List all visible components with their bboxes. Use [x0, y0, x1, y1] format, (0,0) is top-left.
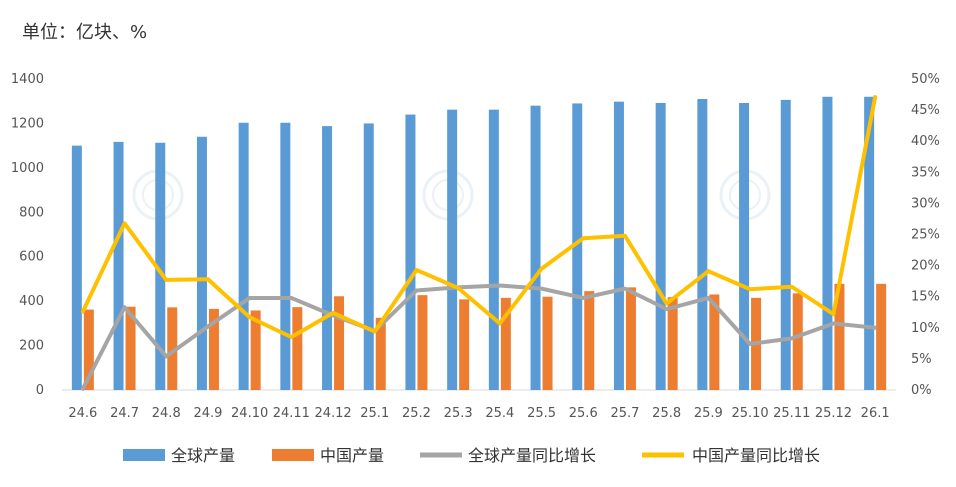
x-tick-label: 24.10 [231, 406, 268, 421]
legend-swatch [123, 449, 165, 461]
bar-global-production [697, 98, 708, 390]
bar-china-production [876, 283, 887, 390]
legend-item: 全球产量 [123, 446, 235, 465]
bar-global-production [572, 103, 583, 390]
bar-china-production [292, 307, 303, 390]
legend-item: 中国产量同比增长 [642, 446, 820, 465]
x-tick-label: 25.8 [652, 406, 681, 421]
x-tick-label: 25.7 [610, 406, 639, 421]
x-tick-label: 25.4 [485, 406, 514, 421]
bar-global-production [530, 105, 541, 391]
right-tick-label: 45% [911, 103, 940, 118]
line-global-yoy [80, 283, 878, 391]
bar-china-production [375, 317, 386, 390]
bar-global-production [280, 122, 291, 390]
legend-swatch [272, 449, 314, 461]
left-tick-label: 0 [36, 383, 44, 398]
x-tick-label: 25.5 [527, 406, 556, 421]
legend-label: 全球产量同比增长 [468, 446, 596, 465]
bar-china-production [584, 291, 595, 390]
x-axis: 24.6 24.7 24.8 24.9 24.10 24.11 24.12 25.1 25.2 2… [68, 406, 889, 421]
bar-global-production [780, 99, 791, 390]
unit-label: 单位：亿块、% [22, 22, 147, 43]
right-tick-label: 40% [911, 134, 940, 149]
left-tick-label: 1000 [11, 161, 44, 176]
bar-china-production [125, 306, 136, 390]
left-tick-label: 1200 [11, 116, 44, 131]
bar-china-production [208, 308, 219, 390]
left-tick-label: 400 [19, 294, 44, 309]
bar-global-production [322, 126, 333, 390]
line-china-yoy [80, 95, 878, 340]
legend-item: 中国产量 [272, 446, 384, 465]
right-tick-label: 35% [911, 165, 940, 180]
bar-global-production [238, 122, 249, 390]
bar-global-production [655, 102, 666, 391]
bar-china-production [834, 283, 845, 390]
legend-label: 中国产量同比增长 [692, 446, 820, 465]
x-tick-label: 25.1 [360, 406, 389, 421]
bar-global-production [71, 145, 82, 390]
bar-china-production [792, 293, 803, 390]
x-tick-label: 24.9 [193, 406, 222, 421]
right-axis: 0% 5% 10% 15% 20% 25% 30% 35% 40% 45% 50% [911, 72, 940, 398]
bar-global-production [822, 96, 833, 391]
bar-global-production [113, 141, 124, 390]
x-tick-label: 25.3 [444, 406, 473, 421]
x-tick-label: 24.8 [152, 406, 181, 421]
right-tick-label: 5% [911, 352, 932, 367]
x-tick-label: 25.9 [694, 406, 723, 421]
bar-china-production [500, 297, 511, 390]
legend-label: 全球产量 [171, 446, 235, 465]
x-tick-label: 25.11 [773, 406, 810, 421]
right-tick-label: 0% [911, 383, 932, 398]
x-tick-label: 24.6 [68, 406, 97, 421]
right-tick-label: 15% [911, 290, 940, 305]
x-tick-label: 24.12 [314, 406, 351, 421]
lines-group [80, 95, 878, 391]
x-tick-label: 25.12 [815, 406, 852, 421]
right-tick-label: 25% [911, 228, 940, 243]
x-tick-label: 24.7 [110, 406, 139, 421]
bar-china-production [334, 296, 345, 390]
bar-china-production [167, 307, 178, 390]
bar-china-production [250, 310, 261, 390]
bar-china-production [459, 299, 470, 390]
left-tick-label: 1400 [11, 72, 44, 87]
left-axis: 0 200 400 600 800 1000 1200 1400 [11, 72, 44, 398]
bar-global-production [363, 123, 374, 390]
left-tick-label: 800 [19, 205, 44, 220]
bars-group [71, 96, 887, 391]
bar-china-production [709, 294, 720, 390]
x-tick-label: 24.11 [273, 406, 310, 421]
bar-china-production [83, 309, 94, 390]
right-tick-label: 20% [911, 259, 940, 274]
bar-china-production [542, 296, 553, 390]
legend-item: 全球产量同比增长 [420, 446, 596, 465]
bar-global-production [405, 114, 416, 391]
bar-china-production [625, 287, 636, 390]
bar-china-production [417, 295, 428, 390]
bar-global-production [447, 109, 458, 391]
left-tick-label: 600 [19, 250, 44, 265]
x-tick-label: 25.2 [402, 406, 431, 421]
x-tick-label: 26.1 [861, 406, 890, 421]
bar-global-production [196, 136, 207, 390]
legend-label: 中国产量 [320, 446, 384, 465]
x-tick-label: 25.6 [569, 406, 598, 421]
bar-global-production [613, 101, 624, 390]
bar-global-production [864, 96, 875, 391]
right-tick-label: 30% [911, 196, 940, 211]
bar-global-production [155, 142, 166, 390]
left-tick-label: 200 [19, 339, 44, 354]
bar-global-production [739, 102, 750, 391]
bar-china-production [667, 297, 678, 390]
legend: 全球产量 中国产量 全球产量同比增长 中国产量同比增长 [123, 446, 820, 465]
x-tick-label: 25.10 [731, 406, 768, 421]
right-tick-label: 50% [911, 72, 940, 87]
bar-global-production [488, 109, 499, 391]
right-tick-label: 10% [911, 321, 940, 336]
